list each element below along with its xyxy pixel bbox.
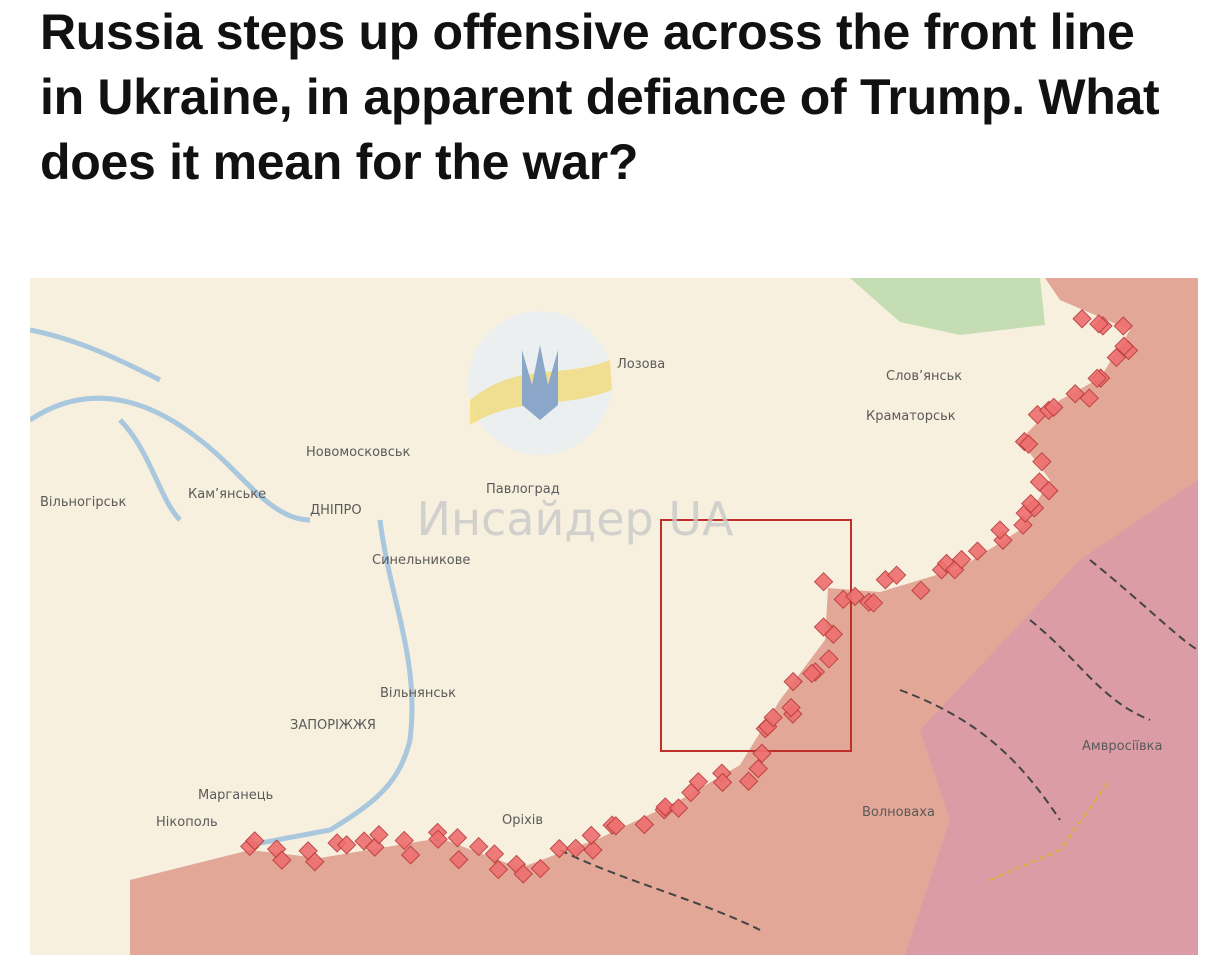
front-marker: [1065, 384, 1085, 404]
front-marker: [738, 771, 759, 791]
front-marker: [1106, 347, 1127, 368]
front-marker: [845, 586, 865, 607]
front-marker: [813, 617, 834, 637]
place-label: Кам’янське: [188, 487, 266, 502]
front-marker: [783, 671, 803, 692]
front-marker: [1029, 472, 1050, 492]
logo-trident: [522, 345, 558, 420]
front-marker: [566, 838, 586, 859]
front-marker: [447, 828, 468, 848]
occupied-area-2014: [905, 480, 1198, 955]
front-marker: [1044, 397, 1064, 418]
front-marker: [993, 530, 1013, 550]
front-marker: [951, 549, 972, 570]
front-marker: [688, 771, 709, 792]
front-marker: [1087, 368, 1107, 389]
road: [989, 779, 1111, 881]
front-marker: [1020, 493, 1041, 514]
place-label: Амвросіївка: [1082, 739, 1162, 754]
front-marker: [967, 541, 988, 561]
headline: Russia steps up offensive across the fro…: [40, 4, 1160, 190]
front-marker: [936, 553, 957, 574]
front-marker: [549, 838, 570, 859]
front-marker: [712, 772, 733, 793]
watermark: Инсайдер UA: [417, 492, 734, 546]
front-marker: [1018, 434, 1039, 454]
front-marker: [530, 858, 551, 879]
front-marker: [886, 565, 907, 585]
place-label: Вільнянськ: [380, 686, 456, 701]
front-marker: [752, 743, 772, 764]
place-label: Оріхів: [502, 813, 543, 828]
front-marker: [513, 864, 533, 884]
front-marker: [1113, 316, 1133, 336]
place-label: ЗАПОРІЖЖЯ: [290, 718, 376, 733]
front-marker: [819, 649, 839, 669]
front-marker: [1079, 388, 1099, 408]
place-label: Краматорськ: [866, 409, 956, 424]
front-marker: [1032, 451, 1052, 472]
front-marker: [583, 840, 603, 860]
place-label: Павлоград: [486, 482, 560, 497]
front-marker: [488, 859, 509, 880]
front-marker: [400, 845, 421, 865]
front-marker: [245, 831, 265, 851]
map-labels: Лозова Слов’янськ Краматорськ Новомосковськ…: [40, 357, 1162, 830]
front-marker: [272, 850, 292, 870]
place-label: Лозова: [617, 357, 665, 372]
front-marker: [763, 707, 783, 728]
front-marker: [911, 580, 931, 601]
river: [30, 327, 415, 848]
place-label: Нікополь: [156, 815, 218, 830]
place-label: Новомосковськ: [306, 445, 411, 460]
front-markers: [240, 309, 1139, 884]
front-marker: [781, 697, 801, 718]
front-marker: [581, 825, 601, 846]
front-marker: [305, 852, 325, 872]
place-label: ДНІПРО: [310, 503, 362, 518]
front-marker: [354, 831, 374, 851]
front-marker: [428, 829, 448, 849]
front-marker: [1072, 309, 1092, 329]
front-marker: [394, 830, 414, 851]
front-marker: [336, 835, 357, 855]
front-marker: [1089, 314, 1109, 334]
front-marker: [449, 849, 469, 870]
front-marker: [655, 797, 675, 817]
front-marker: [468, 836, 489, 857]
front-marker: [990, 520, 1010, 540]
front-marker: [668, 798, 689, 818]
map: Лозова Слов’янськ Краматорськ Новомосковськ…: [30, 278, 1198, 955]
place-label: Вільногірськ: [40, 495, 126, 510]
place-label: Волноваха: [862, 805, 935, 820]
front-marker: [1013, 515, 1033, 535]
occupied-area: [130, 278, 1198, 955]
green-area: [850, 278, 1045, 335]
place-label: Слов’янськ: [886, 369, 962, 384]
front-marker: [813, 571, 834, 592]
front-marker: [1114, 336, 1134, 356]
front-marker: [863, 593, 884, 613]
place-label: Синельникове: [372, 553, 470, 568]
front-marker: [748, 758, 768, 779]
front-marker: [606, 816, 626, 836]
front-marker: [634, 814, 655, 835]
front-marker: [802, 663, 822, 684]
place-label: Марганець: [198, 788, 273, 803]
front-marker: [484, 844, 505, 864]
road: [559, 559, 1198, 931]
front-marker: [369, 825, 389, 845]
